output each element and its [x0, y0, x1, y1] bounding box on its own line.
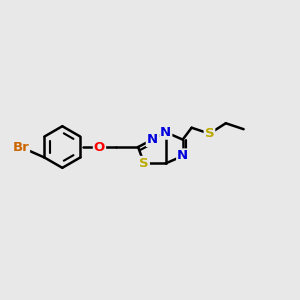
Text: S: S: [205, 127, 214, 140]
Text: S: S: [139, 157, 149, 170]
Text: Br: Br: [12, 140, 29, 154]
Text: N: N: [160, 126, 171, 139]
Text: N: N: [177, 149, 188, 162]
Text: N: N: [147, 133, 158, 146]
Text: O: O: [94, 140, 105, 154]
